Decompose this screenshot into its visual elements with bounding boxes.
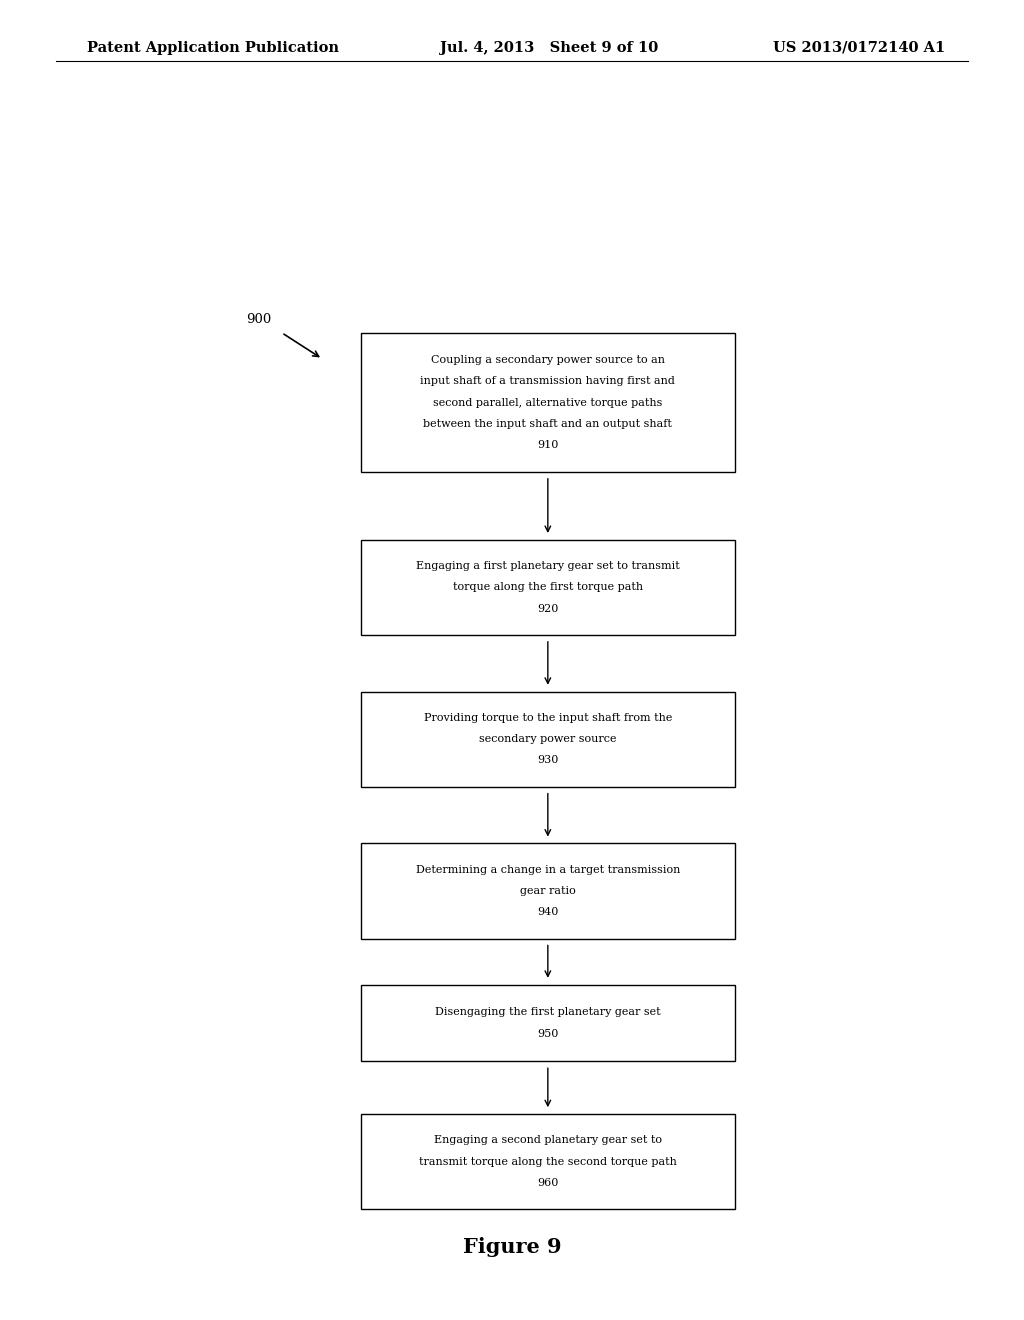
Text: Disengaging the first planetary gear set: Disengaging the first planetary gear set — [435, 1007, 660, 1018]
Text: input shaft of a transmission having first and: input shaft of a transmission having fir… — [421, 376, 675, 387]
Text: US 2013/0172140 A1: US 2013/0172140 A1 — [773, 41, 945, 54]
Text: Coupling a secondary power source to an: Coupling a secondary power source to an — [431, 355, 665, 366]
Text: torque along the first torque path: torque along the first torque path — [453, 582, 643, 593]
Text: second parallel, alternative torque paths: second parallel, alternative torque path… — [433, 397, 663, 408]
Text: secondary power source: secondary power source — [479, 734, 616, 744]
Text: 930: 930 — [538, 755, 558, 766]
Text: Providing torque to the input shaft from the: Providing torque to the input shaft from… — [424, 713, 672, 723]
Text: Determining a change in a target transmission: Determining a change in a target transmi… — [416, 865, 680, 875]
Text: transmit torque along the second torque path: transmit torque along the second torque … — [419, 1156, 677, 1167]
FancyBboxPatch shape — [361, 843, 735, 939]
Text: 900: 900 — [246, 313, 271, 326]
Text: 940: 940 — [538, 907, 558, 917]
Text: Engaging a first planetary gear set to transmit: Engaging a first planetary gear set to t… — [416, 561, 680, 572]
Text: Engaging a second planetary gear set to: Engaging a second planetary gear set to — [434, 1135, 662, 1146]
FancyBboxPatch shape — [361, 334, 735, 473]
Text: 920: 920 — [538, 603, 558, 614]
Text: 960: 960 — [538, 1177, 558, 1188]
Text: Figure 9: Figure 9 — [463, 1237, 561, 1258]
FancyBboxPatch shape — [361, 985, 735, 1061]
Text: Jul. 4, 2013   Sheet 9 of 10: Jul. 4, 2013 Sheet 9 of 10 — [440, 41, 658, 54]
FancyBboxPatch shape — [361, 1114, 735, 1209]
Text: 910: 910 — [538, 440, 558, 450]
Text: between the input shaft and an output shaft: between the input shaft and an output sh… — [423, 418, 673, 429]
FancyBboxPatch shape — [361, 540, 735, 635]
Text: gear ratio: gear ratio — [520, 886, 575, 896]
FancyBboxPatch shape — [361, 692, 735, 787]
Text: 950: 950 — [538, 1028, 558, 1039]
Text: Patent Application Publication: Patent Application Publication — [87, 41, 339, 54]
